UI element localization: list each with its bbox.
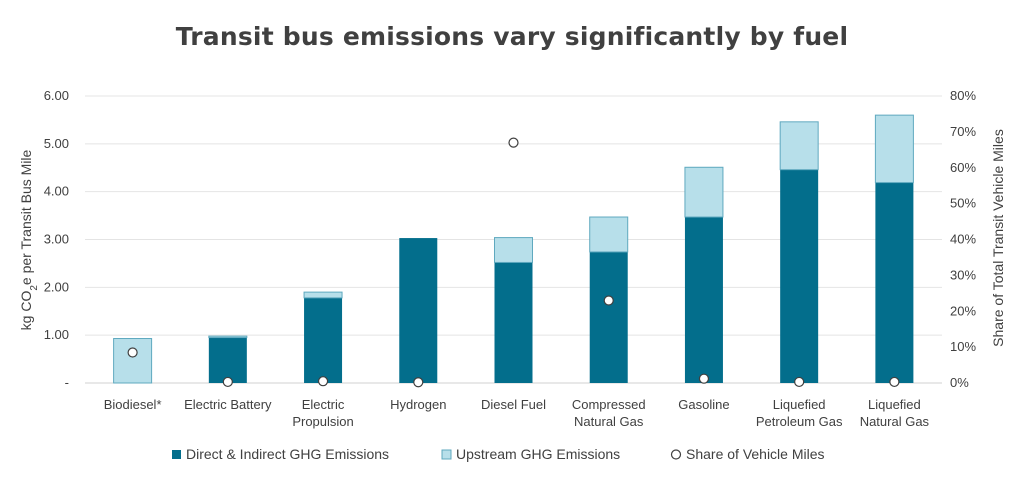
bar-direct: [875, 182, 914, 383]
y-axis-title-right: Share of Total Transit Vehicle Miles: [990, 129, 1006, 347]
y-tick-label-left: 5.00: [44, 136, 69, 151]
legend-marker-share: [670, 449, 682, 460]
x-tick-label: Electric Propulsion: [292, 397, 353, 429]
bar-direct: [399, 238, 438, 383]
legend-label-upstream: Upstream GHG Emissions: [456, 446, 620, 462]
x-tick-label: Gasoline: [678, 397, 729, 412]
y-tick-label-right: 70%: [950, 124, 976, 139]
share-point: [794, 376, 805, 388]
bar-upstream: [589, 216, 629, 253]
y-tick-label-right: 10%: [950, 339, 976, 354]
x-tick-label: Compressed Natural Gas: [572, 397, 646, 429]
y-tick-label-left: 2.00: [44, 279, 69, 294]
y-tick-label-left: 4.00: [44, 184, 69, 199]
share-point: [317, 376, 329, 387]
y-tick-label-left: 3.00: [44, 232, 69, 247]
bar-direct: [208, 337, 247, 383]
y-tick-label-right: 20%: [950, 303, 976, 318]
y-tick-label-right: 40%: [950, 232, 976, 247]
x-tick-label: Hydrogen: [390, 397, 446, 412]
x-tick-label: Liquefied Petroleum Gas: [756, 397, 843, 429]
share-point: [508, 137, 519, 148]
legend-swatch-upstream: [441, 449, 452, 460]
bar-direct: [684, 217, 723, 383]
bar-direct: [589, 251, 628, 383]
chart-title: Transit bus emissions vary significantly…: [175, 22, 849, 51]
legend-label-share: Share of Vehicle Miles: [686, 446, 825, 462]
y-tick-label-right: 30%: [950, 267, 976, 282]
y-tick-label-left: 6.00: [44, 88, 69, 103]
bar-upstream: [303, 291, 343, 299]
bar-upstream: [208, 335, 248, 339]
legend-swatch-direct: [172, 450, 181, 459]
share-point: [889, 376, 900, 388]
y-tick-label-right: 0%: [950, 375, 969, 390]
bar-upstream: [779, 121, 819, 171]
x-tick-label: Diesel Fuel: [481, 397, 546, 412]
share-point: [127, 347, 138, 358]
share-point: [698, 373, 710, 384]
bar-upstream: [684, 166, 724, 218]
share-point: [222, 376, 233, 388]
y-axis-title-left: kg CO2e per Transit Bus Mile: [18, 149, 40, 330]
bar-upstream: [494, 237, 533, 263]
legend-label-direct: Direct & Indirect GHG Emissions: [186, 446, 389, 462]
share-point: [413, 377, 424, 388]
x-tick-label: Liquefied Natural Gas: [860, 397, 930, 429]
y-tick-label-right: 50%: [950, 196, 976, 211]
y-tick-label-left: -: [65, 375, 69, 390]
bar-upstream: [874, 114, 914, 184]
bar-direct: [494, 262, 533, 383]
y-tick-label-right: 80%: [950, 88, 976, 103]
x-tick-label: Electric Battery: [184, 397, 272, 412]
bar-direct: [304, 297, 343, 383]
y-tick-label-left: 1.00: [44, 327, 69, 342]
bar-upstream: [113, 338, 153, 384]
share-point: [603, 295, 614, 306]
y-tick-label-right: 60%: [950, 160, 976, 175]
bar-direct: [780, 169, 819, 383]
x-tick-label: Biodiesel*: [104, 397, 162, 412]
